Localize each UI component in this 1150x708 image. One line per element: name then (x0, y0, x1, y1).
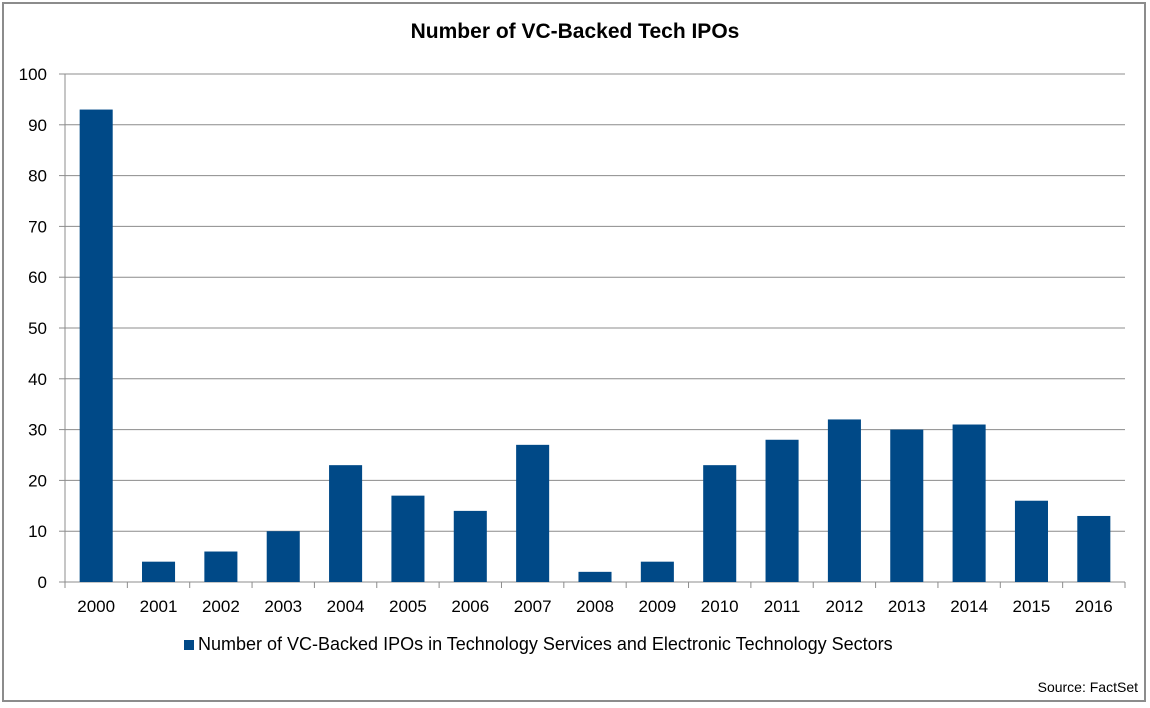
y-tick-label: 100 (19, 65, 47, 84)
x-tick-label: 2005 (389, 597, 427, 616)
y-tick-label: 20 (28, 471, 47, 490)
bar-2004 (329, 465, 363, 582)
legend-label: Number of VC-Backed IPOs in Technology S… (198, 634, 893, 654)
bar-2006 (453, 510, 487, 582)
bar-2003 (266, 531, 300, 582)
x-tick-label: 2012 (825, 597, 863, 616)
bar-2015 (1014, 500, 1048, 582)
x-tick-label: 2002 (202, 597, 240, 616)
x-tick-label: 2009 (638, 597, 676, 616)
bar-2013 (890, 429, 924, 582)
y-tick-label: 0 (38, 573, 47, 592)
bar-2012 (827, 419, 861, 582)
x-tick-label: 2014 (950, 597, 988, 616)
x-tick-label: 2007 (514, 597, 552, 616)
bar-2001 (142, 561, 176, 582)
bar-2009 (640, 561, 674, 582)
x-tick-label: 2006 (451, 597, 489, 616)
legend: Number of VC-Backed IPOs in Technology S… (184, 634, 893, 655)
x-tick-label: 2013 (888, 597, 926, 616)
bar-2014 (952, 424, 986, 582)
bar-2000 (79, 109, 113, 582)
x-tick-label: 2000 (77, 597, 115, 616)
y-tick-label: 80 (28, 167, 47, 186)
y-tick-label: 10 (28, 522, 47, 541)
bar-2011 (765, 439, 799, 582)
source-note: Source: FactSet (1037, 679, 1138, 695)
bar-2008 (578, 571, 612, 582)
x-tick-label: 2010 (701, 597, 739, 616)
bar-2010 (703, 465, 737, 582)
x-tick-label: 2015 (1013, 597, 1051, 616)
x-tick-label: 2011 (764, 597, 801, 616)
bar-2016 (1077, 515, 1111, 582)
y-tick-label: 40 (28, 370, 47, 389)
bar-2007 (516, 444, 550, 582)
legend-swatch (184, 639, 194, 650)
x-tick-label: 2001 (140, 597, 178, 616)
y-tick-label: 90 (28, 116, 47, 135)
bar-2002 (204, 551, 238, 582)
chart-title: Number of VC-Backed Tech IPOs (410, 20, 740, 43)
y-tick-label: 50 (28, 319, 47, 338)
y-tick-label: 70 (28, 217, 47, 236)
y-tick-label: 60 (28, 268, 47, 287)
x-tick-label: 2016 (1075, 597, 1113, 616)
y-tick-label: 30 (28, 421, 47, 440)
x-tick-label: 2008 (576, 597, 614, 616)
bar-2005 (391, 495, 425, 582)
x-tick-label: 2003 (264, 597, 302, 616)
x-tick-label: 2004 (327, 597, 365, 616)
